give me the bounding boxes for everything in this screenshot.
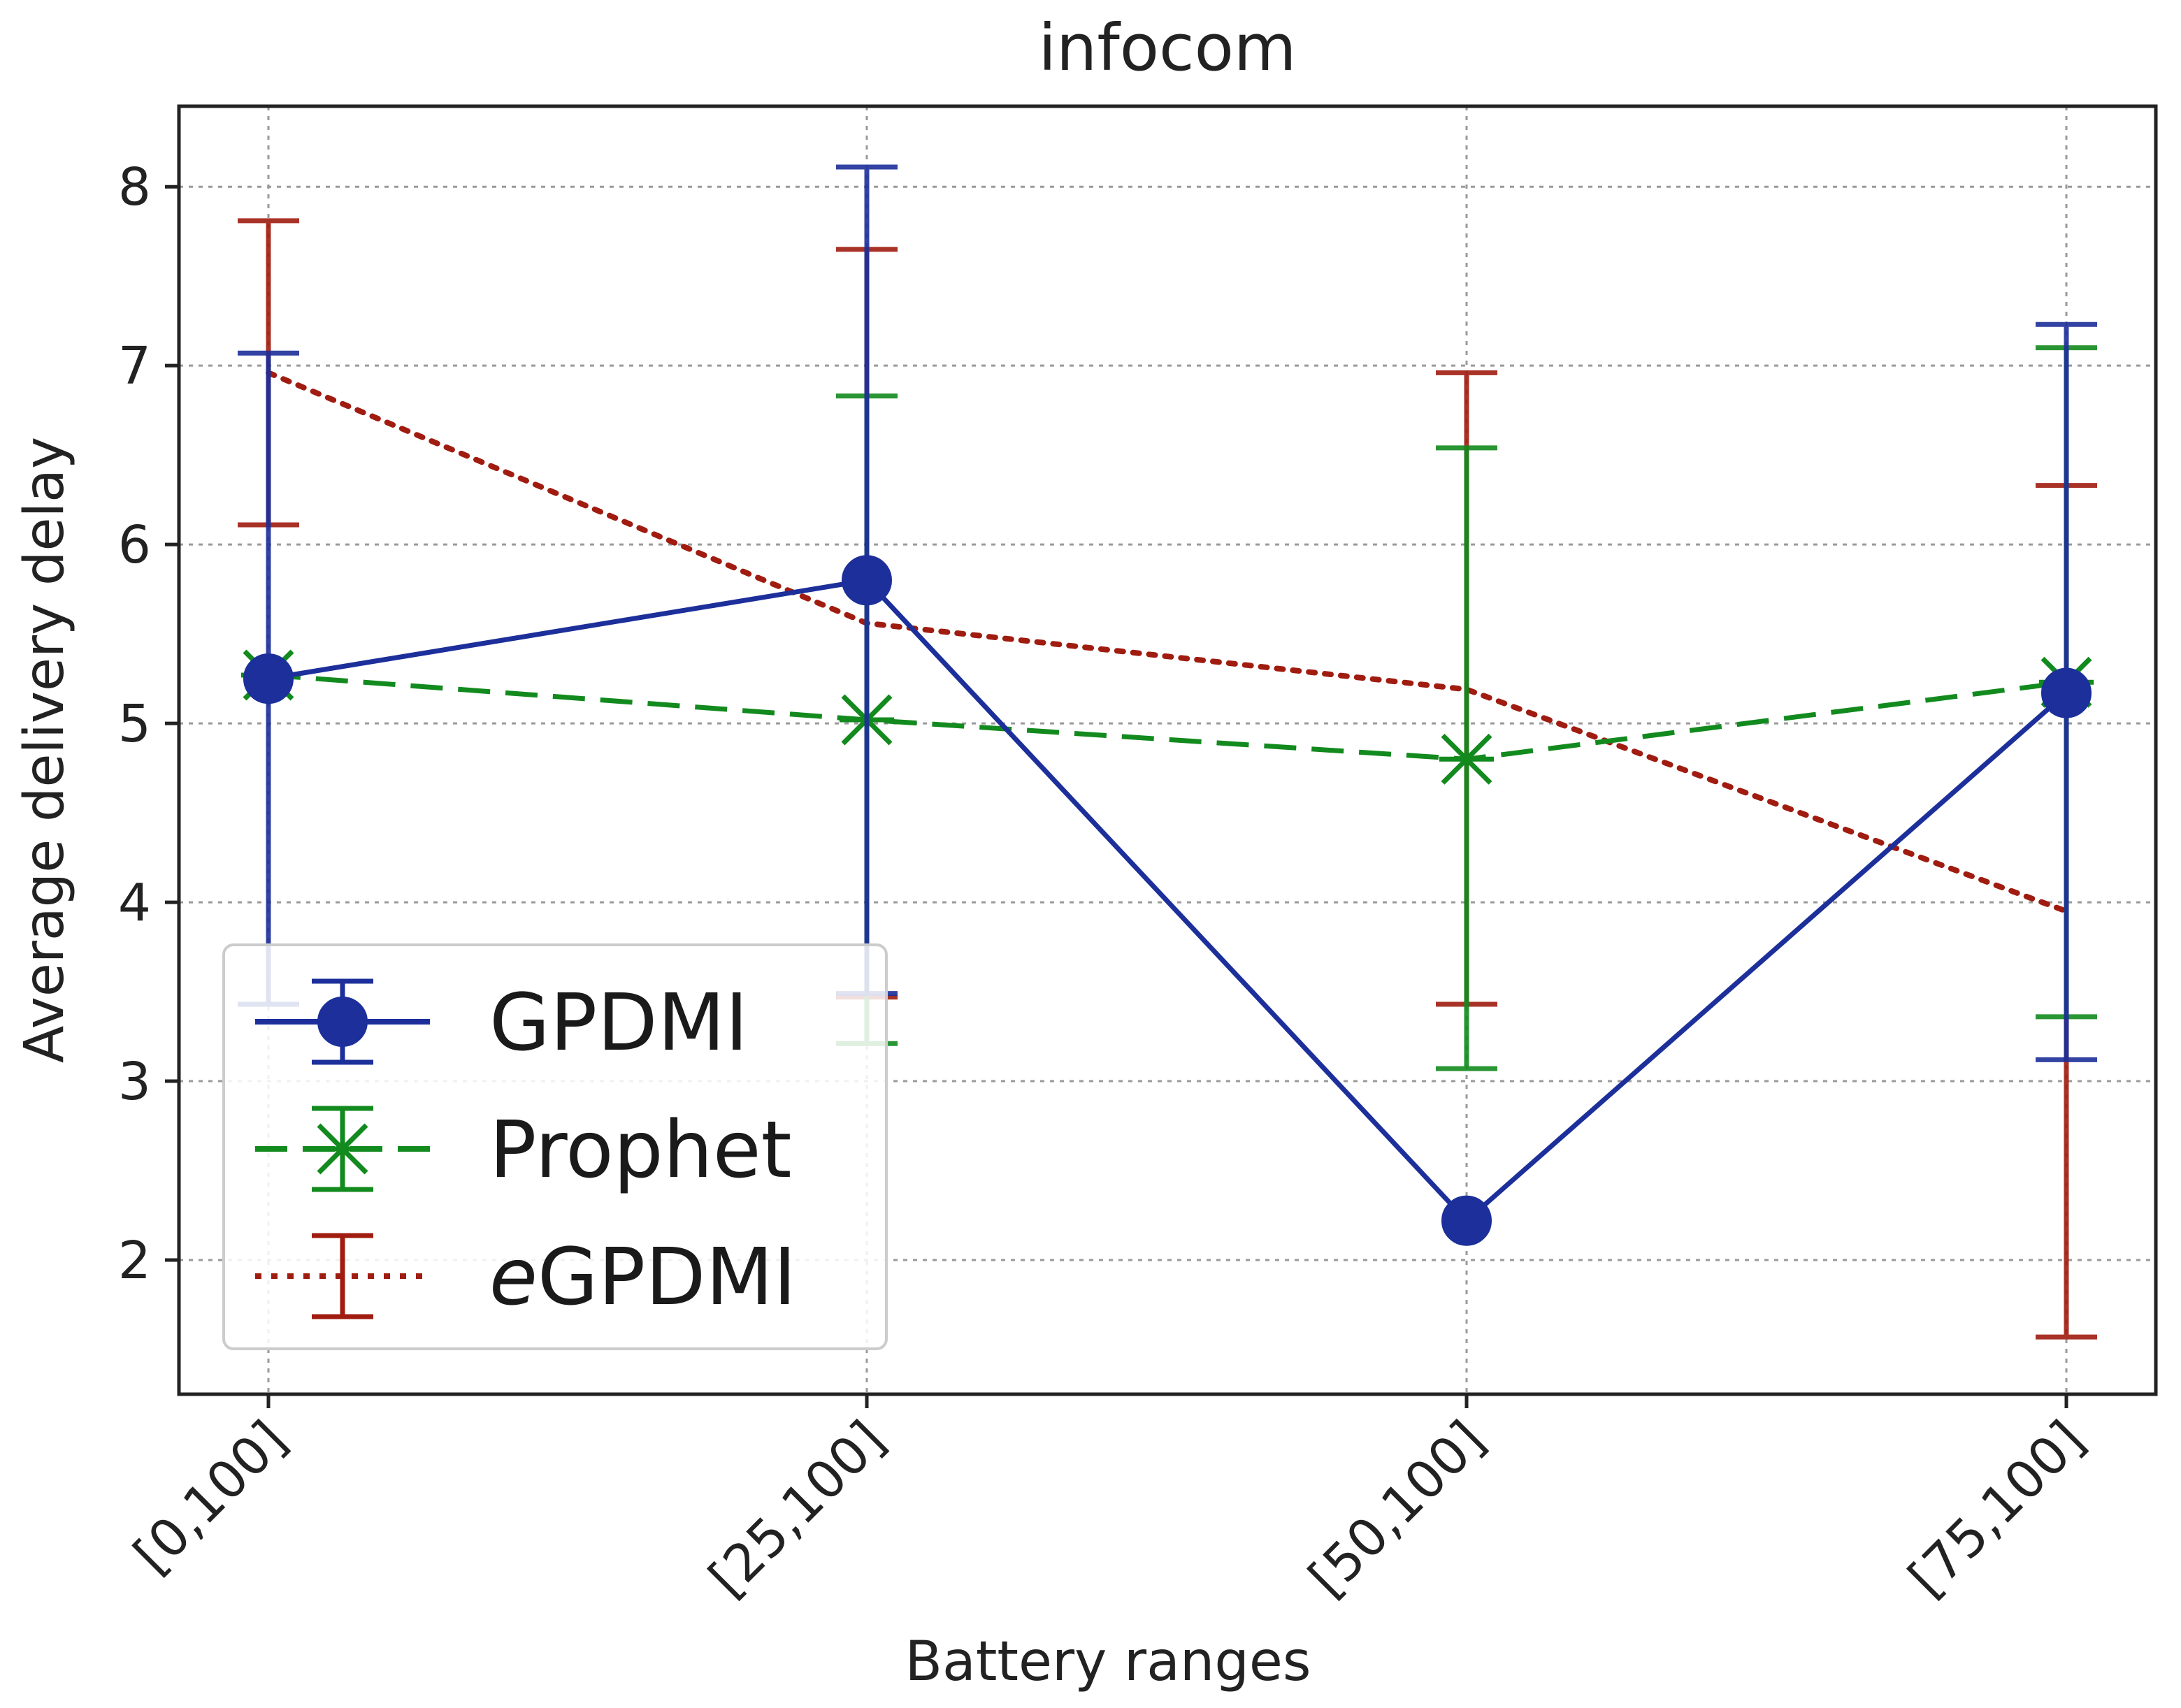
- legend-label-prefix: e: [489, 1232, 538, 1323]
- egpdmi-line: [266, 370, 2069, 914]
- gpdmi-point: [1441, 1195, 1492, 1246]
- prophet-line: [268, 672, 2067, 762]
- y-tick-label: 4: [118, 873, 151, 933]
- legend-label-main: GPDMI: [538, 1232, 796, 1323]
- legend-item-gpdmi: GPDMI: [255, 978, 748, 1069]
- gpdmi-point: [2041, 667, 2092, 718]
- y-tick-label: 7: [118, 336, 151, 396]
- legend-item-prophet: Prophet: [255, 1105, 792, 1196]
- y-tick-label: 5: [118, 694, 151, 754]
- gpdmi-point: [842, 555, 892, 606]
- plot-area-frame: [177, 104, 2158, 1396]
- gpdmi-line: [268, 577, 2068, 1224]
- legend-marker: [317, 997, 368, 1047]
- legend-label-main: Prophet: [489, 1105, 792, 1196]
- chart-title: infocom: [1038, 10, 1296, 85]
- legend-label: GPDMI: [489, 978, 748, 1069]
- legend-marker: [315, 1123, 370, 1175]
- y-tick-label: 8: [118, 157, 151, 217]
- y-axis-ticks: 2 3 4 5 6 7 8: [118, 157, 179, 1291]
- series-gpdmi: [238, 164, 2097, 1246]
- y-tick-label: 2: [118, 1231, 151, 1291]
- legend-label: Prophet: [489, 1105, 792, 1196]
- gpdmi-point: [243, 653, 294, 704]
- y-tick-label: 3: [118, 1052, 151, 1112]
- legend-box: [222, 943, 888, 1350]
- legend-label-main: GPDMI: [489, 978, 748, 1069]
- legend-label: eGPDMI: [489, 1232, 796, 1323]
- series-layer: [238, 164, 2097, 1340]
- legend-item-egpdmi: eGPDMI: [255, 1232, 796, 1323]
- prophet-point: [1439, 733, 1495, 785]
- x-axis-label: Battery ranges: [905, 1630, 1311, 1693]
- y-tick-label: 6: [118, 515, 151, 575]
- y-axis-label: Average delivery delay: [13, 437, 76, 1063]
